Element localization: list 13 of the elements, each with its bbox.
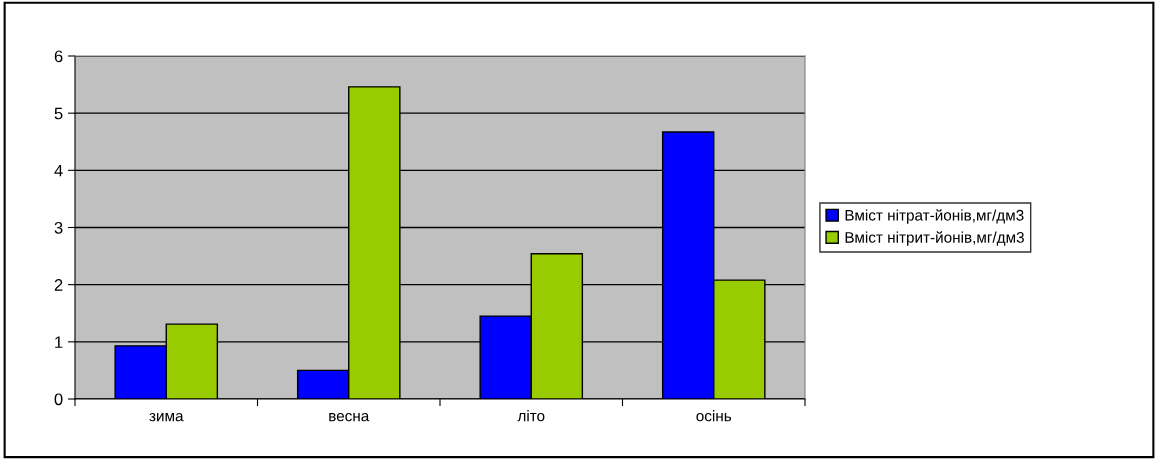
x-tick-label: весна [329,412,370,422]
x-tick-label: зима [149,412,184,422]
y-tick-label: 4 [54,164,63,177]
y-tick-label: 2 [54,279,63,291]
legend-label: Вміст нітрат-йонів,мг/дм3 [845,209,1024,224]
y-tick-label: 5 [54,107,63,120]
legend-label: Вміст нітрит-йонів,мг/дм3 [845,231,1024,246]
y-tick-label: 6 [54,50,63,63]
y-tick-label: 3 [54,221,63,234]
x-tick-label: осінь [696,410,732,422]
y-tick-label: 1 [55,336,63,348]
y-tick-label: 0 [54,393,63,406]
x-tick-label: літо [517,410,545,422]
